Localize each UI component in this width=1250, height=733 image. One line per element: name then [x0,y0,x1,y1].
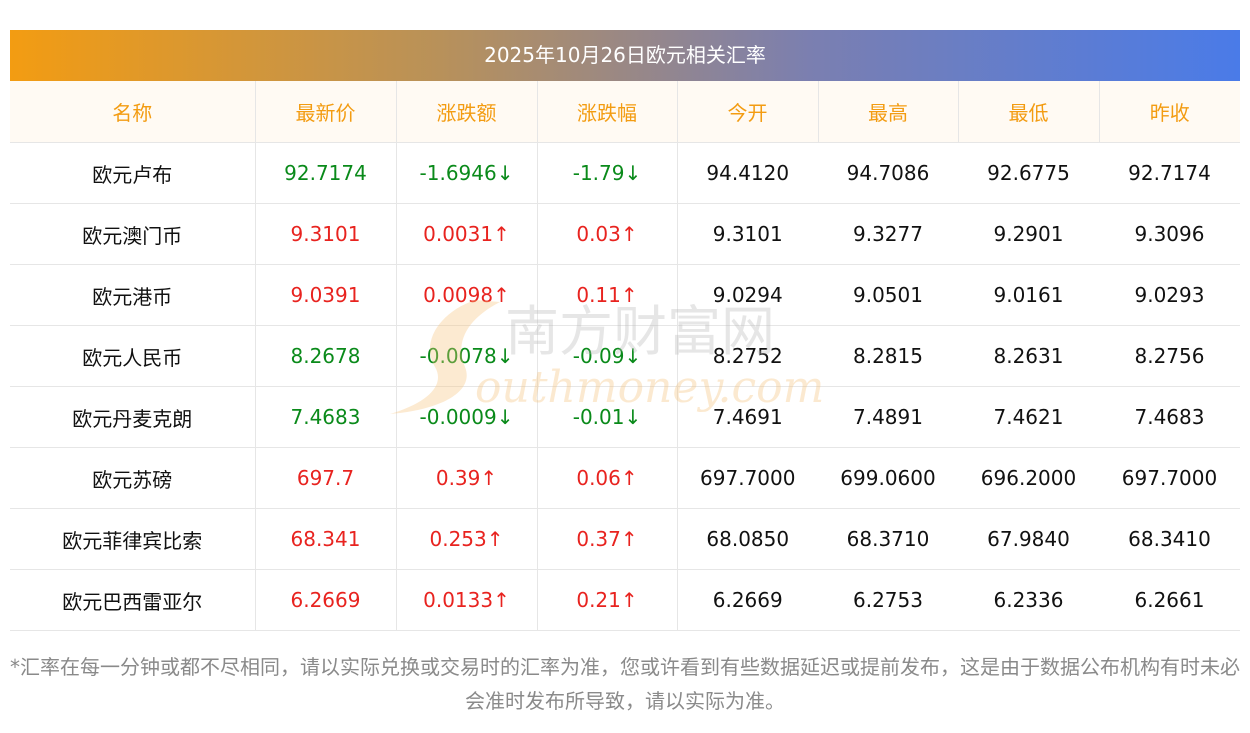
cell-name: 欧元巴西雷亚尔 [10,569,256,631]
cell-name: 欧元菲律宾比索 [10,508,256,570]
cell-name: 欧元丹麦克朗 [10,386,256,448]
rate-table-container: 2025年10月26日欧元相关汇率 名称 最新价 涨跌额 涨跌幅 今开 最高 最… [10,30,1240,631]
cell-name: 欧元港币 [10,264,256,326]
cell-prev: 68.3410 [1099,508,1240,570]
cell-latest: 7.4683 [255,386,397,448]
table-header-row: 名称 最新价 涨跌额 涨跌幅 今开 最高 最低 昨收 [10,81,1240,143]
cell-change: 0.253↑ [396,508,538,570]
cell-name: 欧元苏磅 [10,447,256,509]
cell-latest: 8.2678 [255,325,397,387]
table-row: 欧元巴西雷亚尔 6.2669 0.0133↑ 0.21↑ 6.2669 6.2753 6.2… [10,569,1240,631]
cell-high: 8.2815 [818,325,958,387]
cell-high: 94.7086 [818,142,958,204]
cell-prev: 9.3096 [1099,203,1240,265]
footnote: *汇率在每一分钟或都不尽相同，请以实际兑换或交易时的汇率为准，您或许看到有些数据… [10,655,1240,713]
cell-open: 94.4120 [677,142,818,204]
cell-change: -0.0009↓ [396,386,538,448]
cell-high: 68.3710 [818,508,958,570]
cell-change: 0.0098↑ [396,264,538,326]
cell-pct: 0.03↑ [537,203,678,265]
cell-low: 9.2901 [958,203,1099,265]
cell-change: -1.6946↓ [396,142,538,204]
header-name: 名称 [10,81,256,143]
table-row: 欧元人民币 8.2678 -0.0078↓ -0.09↓ 8.2752 8.2815 8.2… [10,325,1240,387]
cell-prev: 697.7000 [1099,447,1240,509]
cell-change: 0.39↑ [396,447,538,509]
cell-prev: 7.4683 [1099,386,1240,448]
table-row: 欧元菲律宾比索 68.341 0.253↑ 0.37↑ 68.0850 68.3710 67… [10,508,1240,570]
cell-prev: 9.0293 [1099,264,1240,326]
header-latest: 最新价 [255,81,397,143]
cell-prev: 8.2756 [1099,325,1240,387]
cell-open: 8.2752 [677,325,818,387]
cell-open: 9.0294 [677,264,818,326]
table-row: 欧元丹麦克朗 7.4683 -0.0009↓ -0.01↓ 7.4691 7.4891 7.… [10,386,1240,448]
cell-pct: -0.01↓ [537,386,678,448]
cell-high: 9.3277 [818,203,958,265]
cell-latest: 68.341 [255,508,397,570]
cell-open: 7.4691 [677,386,818,448]
cell-low: 9.0161 [958,264,1099,326]
cell-high: 699.0600 [818,447,958,509]
header-pct: 涨跌幅 [537,81,678,143]
cell-latest: 9.0391 [255,264,397,326]
cell-high: 6.2753 [818,569,958,631]
cell-name: 欧元人民币 [10,325,256,387]
cell-latest: 92.7174 [255,142,397,204]
cell-pct: -1.79↓ [537,142,678,204]
cell-high: 7.4891 [818,386,958,448]
cell-name: 欧元澳门币 [10,203,256,265]
cell-pct: 0.21↑ [537,569,678,631]
cell-open: 6.2669 [677,569,818,631]
cell-latest: 9.3101 [255,203,397,265]
cell-low: 7.4621 [958,386,1099,448]
cell-low: 6.2336 [958,569,1099,631]
table-title: 2025年10月26日欧元相关汇率 [10,30,1240,81]
cell-low: 92.6775 [958,142,1099,204]
cell-pct: 0.11↑ [537,264,678,326]
cell-low: 8.2631 [958,325,1099,387]
rate-table: 名称 最新价 涨跌额 涨跌幅 今开 最高 最低 昨收 欧元卢布 92.7174 -1… [10,81,1240,631]
cell-latest: 697.7 [255,447,397,509]
cell-change: 0.0031↑ [396,203,538,265]
cell-low: 696.2000 [958,447,1099,509]
cell-prev: 92.7174 [1099,142,1240,204]
cell-open: 68.0850 [677,508,818,570]
table-row: 欧元港币 9.0391 0.0098↑ 0.11↑ 9.0294 9.0501 9.0161… [10,264,1240,326]
header-open: 今开 [677,81,819,143]
cell-latest: 6.2669 [255,569,397,631]
table-row: 欧元苏磅 697.7 0.39↑ 0.06↑ 697.7000 699.0600 696.2… [10,447,1240,509]
cell-pct: 0.37↑ [537,508,678,570]
cell-open: 697.7000 [677,447,818,509]
header-high: 最高 [818,81,959,143]
cell-high: 9.0501 [818,264,958,326]
cell-low: 67.9840 [958,508,1099,570]
header-prev: 昨收 [1099,81,1240,143]
cell-name: 欧元卢布 [10,142,256,204]
table-row: 欧元澳门币 9.3101 0.0031↑ 0.03↑ 9.3101 9.3277 9.290… [10,203,1240,265]
cell-open: 9.3101 [677,203,818,265]
header-low: 最低 [958,81,1100,143]
cell-prev: 6.2661 [1099,569,1240,631]
cell-change: 0.0133↑ [396,569,538,631]
cell-pct: 0.06↑ [537,447,678,509]
cell-pct: -0.09↓ [537,325,678,387]
table-row: 欧元卢布 92.7174 -1.6946↓ -1.79↓ 94.4120 94.7086 9… [10,142,1240,204]
cell-change: -0.0078↓ [396,325,538,387]
header-change: 涨跌额 [396,81,538,143]
